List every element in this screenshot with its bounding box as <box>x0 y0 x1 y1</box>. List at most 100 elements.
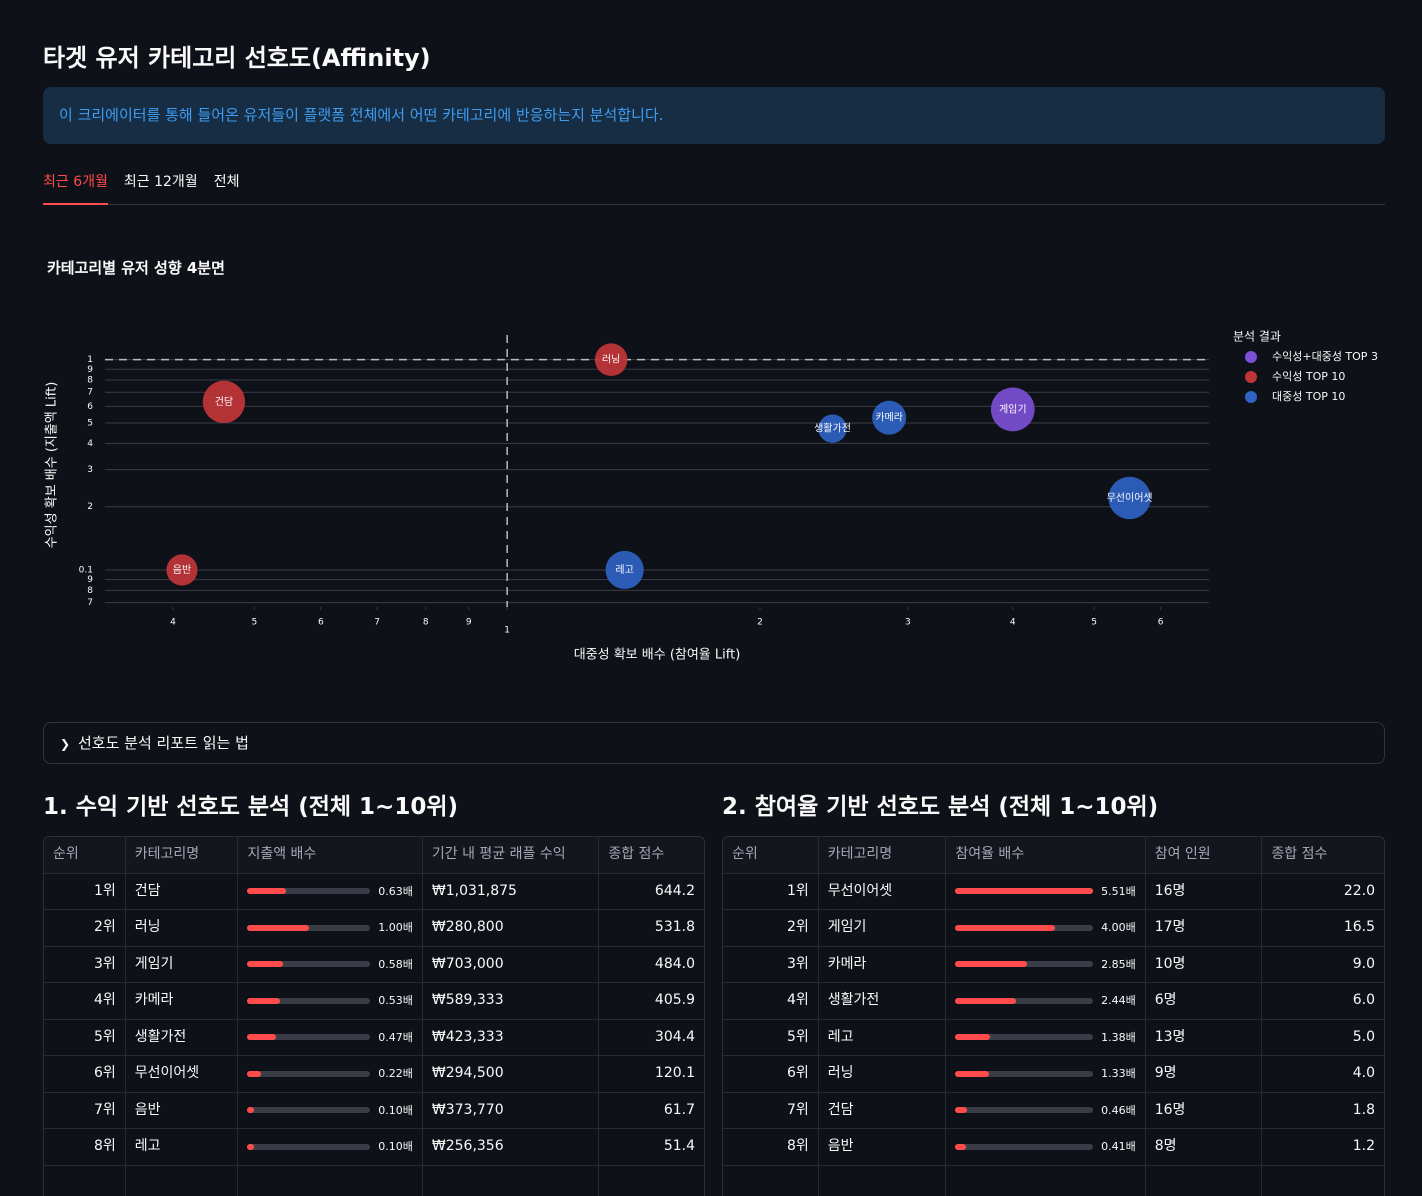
table-cell: 16명 <box>1146 1092 1263 1128</box>
bar-track <box>955 1034 1094 1041</box>
table-title: 2. 참여율 기반 선호도 분석 (전체 1~10위) <box>722 794 1159 820</box>
bubble <box>1108 476 1151 520</box>
table-cell: 1위 <box>44 873 126 909</box>
x-tick-label: 4 <box>170 618 176 628</box>
table-cell <box>599 1166 704 1196</box>
column-header: 기간 내 평균 래플 수익 <box>422 837 600 873</box>
bar <box>247 961 284 968</box>
bar-track <box>247 961 371 968</box>
bar-cell: 0.47배 <box>238 1019 423 1055</box>
table-cell: 644.2 <box>654 882 695 899</box>
tabs: 최근 6개월 최근 12개월 전체 <box>43 170 1385 205</box>
table-cell: 러닝 <box>819 1056 947 1092</box>
expander-arrow: ❯ <box>60 737 71 751</box>
bar-cell: 0.22배 <box>238 1056 423 1092</box>
bubble <box>818 414 847 443</box>
table-row: 2위 러닝 1.00배 ₩280,800 531.8 <box>44 910 704 947</box>
table-cell: 7위 <box>723 1092 819 1128</box>
bar-cell: 0.10배 <box>238 1129 423 1165</box>
x-tick-label: 7 <box>374 618 380 628</box>
table-cell: 6명 <box>1146 983 1263 1019</box>
bar-cell: 4.00배 <box>946 910 1146 946</box>
table-cell: 게임기 <box>819 910 947 946</box>
bar <box>955 997 1017 1004</box>
table-cell <box>1146 1165 1263 1196</box>
tab[interactable]: 전체 <box>213 174 240 190</box>
tab[interactable]: 최근 6개월 <box>43 170 108 205</box>
table-cell: 6.0 <box>1352 992 1375 1008</box>
bubble <box>872 400 907 435</box>
bubble-label: 건담 <box>215 396 233 408</box>
table-cell: 음반 <box>819 1129 947 1165</box>
info-box: 이 크리에이터를 통해 들어온 유저들이 플랫폼 전체에서 어떤 카테고리에 반… <box>43 87 1385 144</box>
bubble <box>594 343 628 376</box>
bar-cell: 1.33배 <box>946 1056 1146 1092</box>
tab[interactable]: 최근 12개월 <box>123 174 198 190</box>
bar <box>247 997 280 1004</box>
table-row: 5위 생활가전 0.47배 ₩423,333 304.4 <box>44 1019 704 1056</box>
table-cell <box>423 1165 600 1196</box>
bubble <box>202 380 246 424</box>
bar-value-label: 0.53배 <box>378 994 413 1008</box>
bubble-label: 무선이어셋 <box>1107 492 1153 504</box>
table-row: 1위 무선이어셋 5.51배 16명 22.0 <box>723 873 1384 910</box>
legend-swatch <box>1245 391 1257 403</box>
bar-value-label: 0.10배 <box>378 1103 413 1117</box>
table-cell: 5위 <box>723 1019 819 1055</box>
table-cell: ₩423,333 <box>423 1019 600 1055</box>
column-header: 참여율 배수 <box>946 837 1146 873</box>
legend-label: 수익성 TOP 10 <box>1272 370 1345 383</box>
bubble-label: 게임기 <box>999 402 1027 415</box>
table-cell: 음반 <box>126 1092 239 1128</box>
bar-track <box>955 1107 1094 1114</box>
bar <box>955 888 1094 895</box>
table-cell: 120.1 <box>654 1065 695 1081</box>
table-cell: 레고 <box>819 1019 947 1055</box>
bubble-label: 레고 <box>615 564 633 576</box>
bar-track <box>955 888 1094 895</box>
table-cell: 게임기 <box>126 946 239 982</box>
bar-cell: 0.58배 <box>238 946 423 982</box>
bar-value-label: 2.44배 <box>1101 994 1136 1008</box>
expander[interactable]: ❯ 선호도 분석 리포트 읽는 법 <box>43 722 1385 764</box>
table-cell: 5위 <box>44 1019 126 1055</box>
y-tick-label: 8 <box>87 586 93 596</box>
bar-track <box>955 997 1094 1004</box>
bar-cell: 0.63배 <box>238 873 423 909</box>
x-tick-label: 5 <box>251 618 257 628</box>
bar-value-label: 0.58배 <box>378 957 413 971</box>
y-tick-label: 1 <box>87 355 93 365</box>
table-cell: 무선이어셋 <box>126 1056 239 1092</box>
table-cell: 16.5 <box>1343 919 1375 935</box>
bar <box>247 1034 277 1041</box>
expander-label: 선호도 분석 리포트 읽는 법 <box>78 734 249 752</box>
table-cell: 6위 <box>44 1056 126 1092</box>
bar-cell: 1.00배 <box>238 910 423 946</box>
y-tick-label: 5 <box>87 418 93 428</box>
bar-track <box>955 1143 1094 1150</box>
bar-track <box>955 1070 1094 1077</box>
bar <box>247 888 287 895</box>
table-row <box>44 1165 704 1196</box>
bar-cell: 5.51배 <box>946 873 1146 909</box>
table-cell: 8명 <box>1146 1129 1263 1165</box>
bar-track <box>955 924 1094 931</box>
table-cell: 9.0 <box>1352 955 1375 972</box>
x-tick-label: 3 <box>905 618 911 628</box>
page-title: 타겟 유저 카테고리 선호도(Affinity) <box>43 44 431 72</box>
table-row: 4위 카메라 0.53배 ₩589,333 405.9 <box>44 983 704 1020</box>
table-row: 8위 레고 0.10배 ₩256,356 51.4 <box>44 1129 704 1166</box>
bar-track <box>247 1070 371 1077</box>
bar-value-label: 0.63배 <box>378 884 413 898</box>
table-cell: 5.0 <box>1352 1028 1375 1045</box>
bar <box>955 961 1027 968</box>
table-cell: 무선이어셋 <box>819 873 947 909</box>
y-tick-label: 6 <box>87 402 93 412</box>
table-row: 3위 카메라 2.85배 10명 9.0 <box>723 946 1384 983</box>
legend-label: 수익성+대중성 TOP 3 <box>1272 350 1378 363</box>
table-cell <box>946 1165 1146 1196</box>
table-row: 7위 음반 0.10배 ₩373,770 61.7 <box>44 1092 704 1129</box>
y-tick-label: 0.1 <box>79 566 93 576</box>
table-cell: 건담 <box>819 1092 947 1128</box>
